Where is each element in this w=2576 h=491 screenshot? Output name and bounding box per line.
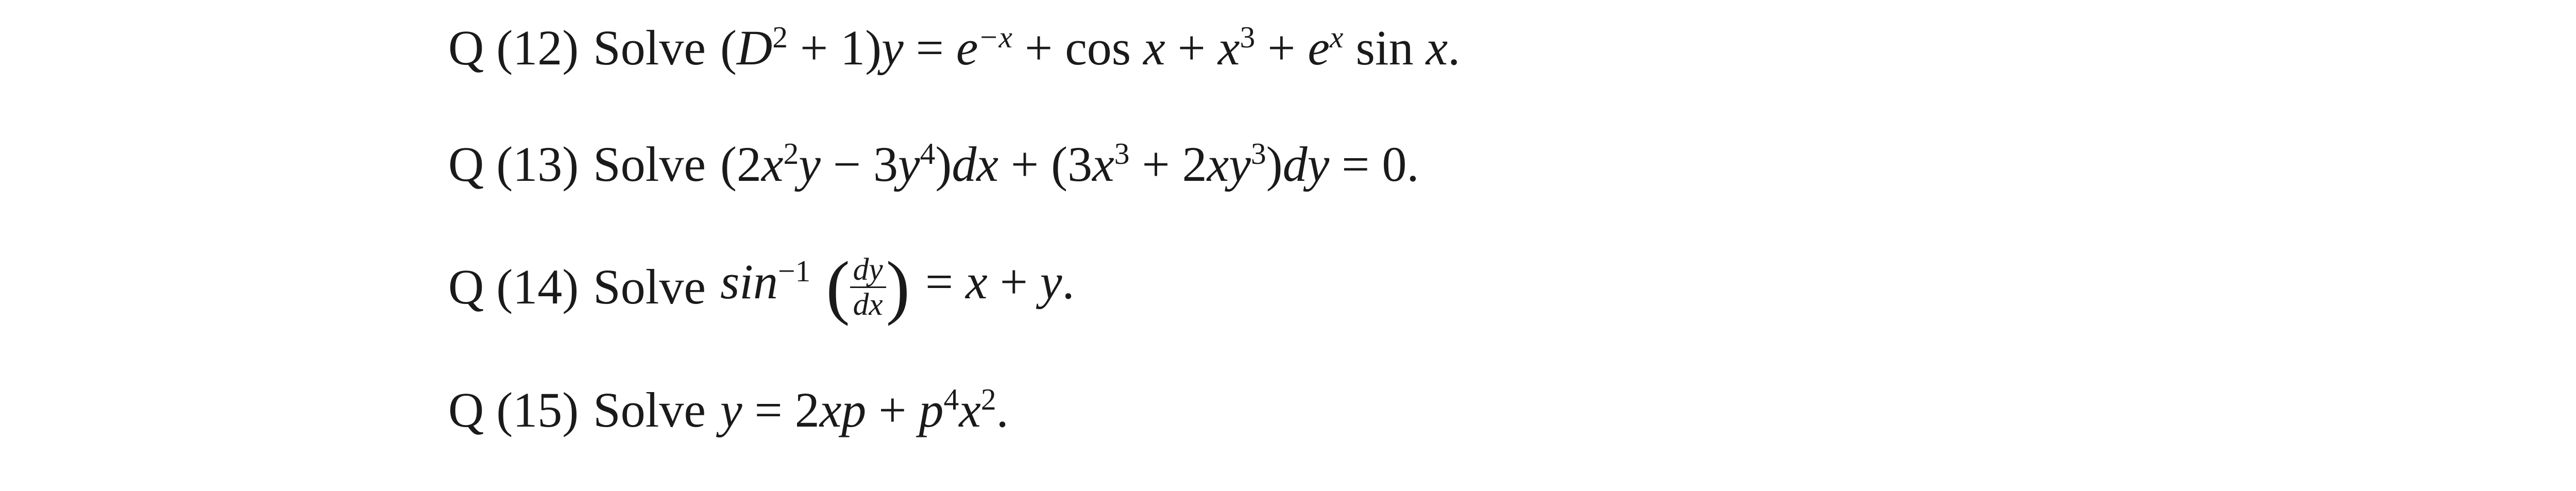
question-verb: Solve <box>593 260 706 314</box>
question-equation: (D2 + 1)y = e−x + cos x + x3 + ex sin x. <box>720 21 1460 75</box>
question-12: Q (12) Solve (D2 + 1)y = e−x + cos x + x… <box>448 21 1460 75</box>
question-verb: Solve <box>593 383 706 437</box>
fraction-dy-dx: (dydx) <box>826 253 910 321</box>
question-label: Q (12) <box>448 21 579 75</box>
question-list: Q (12) Solve (D2 + 1)y = e−x + cos x + x… <box>448 21 1460 437</box>
question-15: Q (15) Solve y = 2xp + p4x2. <box>448 383 1460 437</box>
question-equation: sin−1 (dydx) = x + y. <box>720 253 1075 321</box>
question-equation: (2x2y − 3y4)dx + (3x3 + 2xy3)dy = 0. <box>720 137 1419 192</box>
question-14: Q (14) Solve sin−1 (dydx) = x + y. <box>448 253 1460 321</box>
question-equation: y = 2xp + p4x2. <box>720 383 1009 437</box>
bottom-crop-overlay <box>0 476 2576 491</box>
question-verb: Solve <box>593 137 706 192</box>
question-verb: Solve <box>593 21 706 75</box>
question-label: Q (13) <box>448 137 579 192</box>
page: Q (12) Solve (D2 + 1)y = e−x + cos x + x… <box>0 0 2576 491</box>
question-label: Q (15) <box>448 383 579 437</box>
question-13: Q (13) Solve (2x2y − 3y4)dx + (3x3 + 2xy… <box>448 137 1460 192</box>
question-label: Q (14) <box>448 260 579 314</box>
